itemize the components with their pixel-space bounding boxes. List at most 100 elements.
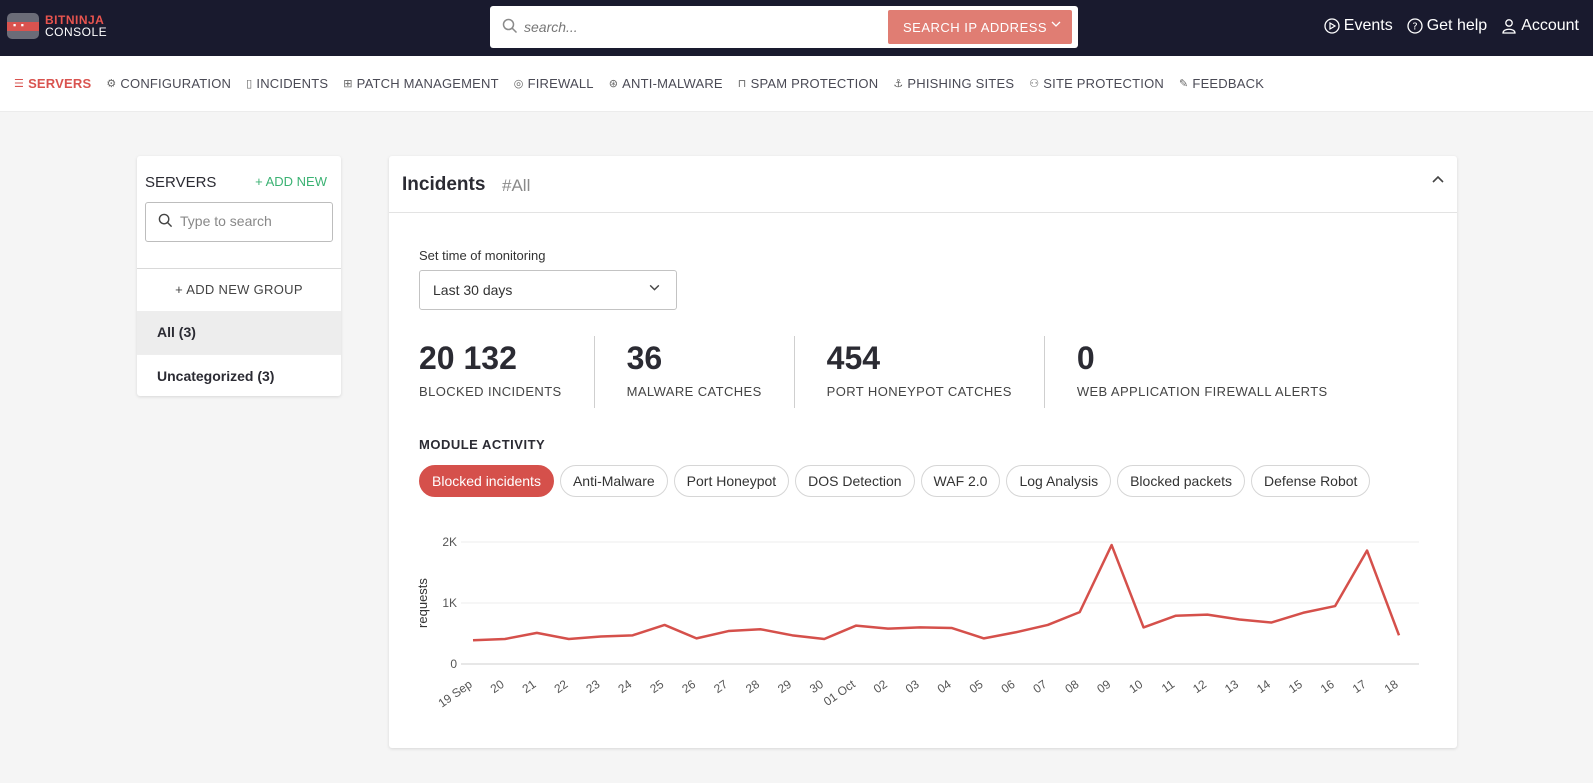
monitoring-label: Set time of monitoring <box>419 248 546 263</box>
x-tick-label: 04 <box>935 677 954 696</box>
svg-text:?: ? <box>1412 22 1417 33</box>
servers-panel: SERVERS + ADD NEW + ADD NEW GROUP All (3… <box>137 156 341 396</box>
x-tick-label: 19 Sep <box>436 677 475 710</box>
account-link[interactable]: Account <box>1501 17 1579 35</box>
chip-dos-detection[interactable]: DOS Detection <box>795 465 915 497</box>
nav-label: FEEDBACK <box>1192 76 1265 91</box>
stat-port-honeypot-catches: 454 PORT HONEYPOT CATCHES <box>793 336 1044 408</box>
x-tick-label: 14 <box>1254 677 1273 696</box>
divider <box>137 268 341 269</box>
stat-waf-alerts: 0 WEB APPLICATION FIREWALL ALERTS <box>1043 336 1360 408</box>
top-bar: BITNINJA CONSOLE SEARCH IP ADDRESS Event… <box>0 0 1593 56</box>
group-item-all[interactable]: All (3) <box>137 311 341 354</box>
incidents-panel: Incidents #All Set time of monitoring La… <box>389 156 1457 748</box>
grid-icon: ⊞ <box>343 78 353 90</box>
chevron-up-icon[interactable] <box>1431 172 1445 189</box>
x-tick-label: 05 <box>967 677 986 696</box>
add-new-label: ADD NEW <box>265 174 327 189</box>
y-tick-label: 1K <box>442 596 457 610</box>
nav-firewall[interactable]: ◎ FIREWALL <box>514 76 594 91</box>
chip-blocked-incidents[interactable]: Blocked incidents <box>419 465 554 497</box>
users-icon: ⚇ <box>1029 78 1040 90</box>
x-tick-label: 18 <box>1382 677 1401 696</box>
header-links: Events ? Get help Account <box>1324 17 1579 35</box>
nav-label: SERVERS <box>28 76 92 91</box>
group-item-uncategorized[interactable]: Uncategorized (3) <box>137 354 341 396</box>
x-tick-label: 06 <box>999 677 1018 696</box>
server-search-input[interactable] <box>180 213 320 229</box>
help-circle-icon: ? <box>1407 18 1423 34</box>
chip-port-honeypot[interactable]: Port Honeypot <box>673 465 790 497</box>
monitoring-value: Last 30 days <box>433 282 513 298</box>
document-icon: ▯ <box>246 78 253 90</box>
nav-label: FIREWALL <box>527 76 594 91</box>
get-help-link[interactable]: ? Get help <box>1407 17 1487 35</box>
lock-icon: ⊓ <box>737 78 747 90</box>
nav-feedback[interactable]: ✎ FEEDBACK <box>1179 76 1264 91</box>
x-tick-label: 29 <box>775 677 794 696</box>
x-tick-label: 20 <box>488 677 507 696</box>
events-label: Events <box>1343 17 1393 34</box>
stat-malware-catches: 36 MALWARE CATCHES <box>593 336 794 408</box>
x-tick-label: 03 <box>903 677 922 696</box>
stats-row: 20 132 BLOCKED INCIDENTS 36 MALWARE CATC… <box>419 336 1360 408</box>
nav-spam-protection[interactable]: ⊓ SPAM PROTECTION <box>738 76 879 91</box>
x-tick-label: 23 <box>583 677 602 696</box>
nav-site-protection[interactable]: ⚇ SITE PROTECTION <box>1029 76 1164 91</box>
chip-waf[interactable]: WAF 2.0 <box>920 465 1001 497</box>
x-tick-label: 28 <box>743 677 762 696</box>
chip-defense-robot[interactable]: Defense Robot <box>1251 465 1371 497</box>
module-chips: Blocked incidents Anti-Malware Port Hone… <box>419 465 1371 497</box>
nav-label: SPAM PROTECTION <box>750 76 879 91</box>
y-tick-label: 2K <box>442 535 457 549</box>
plus-icon: + <box>255 174 266 189</box>
nav-anti-malware[interactable]: ⊛ ANTI-MALWARE <box>609 76 723 91</box>
y-axis-label: requests <box>415 578 430 628</box>
x-tick-label: 25 <box>647 677 666 696</box>
stat-label: MALWARE CATCHES <box>626 384 762 399</box>
monitoring-period-select[interactable]: Last 30 days <box>419 270 677 310</box>
x-tick-label: 09 <box>1094 677 1113 696</box>
x-tick-label: 13 <box>1222 677 1241 696</box>
chip-anti-malware[interactable]: Anti-Malware <box>559 465 668 497</box>
logo[interactable]: BITNINJA CONSOLE <box>7 13 107 39</box>
global-search: SEARCH IP ADDRESS <box>490 6 1078 48</box>
stat-value: 36 <box>626 340 663 376</box>
x-tick-label: 07 <box>1031 677 1050 696</box>
nav-phishing-sites[interactable]: ⚓ PHISHING SITES <box>893 76 1014 91</box>
stat-label: WEB APPLICATION FIREWALL ALERTS <box>1076 384 1328 399</box>
chevron-down-icon <box>648 271 661 309</box>
events-link[interactable]: Events <box>1324 17 1393 35</box>
nav-patch-management[interactable]: ⊞ PATCH MANAGEMENT <box>343 76 499 91</box>
x-tick-label: 17 <box>1350 677 1369 696</box>
global-search-input[interactable] <box>524 16 874 38</box>
bug-icon: ⊛ <box>608 78 619 90</box>
chip-log-analysis[interactable]: Log Analysis <box>1006 465 1112 497</box>
x-tick-label: 01 Oct <box>821 677 859 709</box>
server-search <box>145 202 333 242</box>
get-help-label: Get help <box>1426 17 1488 34</box>
chip-blocked-packets[interactable]: Blocked packets <box>1117 465 1246 497</box>
chevron-down-icon <box>1050 18 1062 33</box>
add-new-server-button[interactable]: + ADD NEW <box>255 174 327 189</box>
module-activity-chart: 0 1K 2K requests 19 Sep 20 21 22 23 24 25 26 27 28 29 3… <box>415 535 1419 710</box>
x-tick-label: 08 <box>1062 677 1081 696</box>
nav-label: INCIDENTS <box>256 76 329 91</box>
x-tick-label: 12 <box>1190 677 1209 696</box>
stat-value: 454 <box>826 340 881 376</box>
incidents-title: Incidents <box>402 174 486 195</box>
search-icon <box>158 213 173 231</box>
add-new-group-button[interactable]: + ADD NEW GROUP <box>137 282 341 297</box>
nav-servers[interactable]: ☰ SERVERS <box>14 76 91 91</box>
nav-configuration[interactable]: ⚙ CONFIGURATION <box>106 76 231 91</box>
stat-label: PORT HONEYPOT CATCHES <box>826 384 1012 399</box>
x-tick-label: 11 <box>1159 677 1178 696</box>
x-tick-label: 02 <box>871 677 890 696</box>
servers-panel-title: SERVERS <box>145 174 217 191</box>
ninja-logo-icon <box>7 13 39 39</box>
x-tick-label: 27 <box>711 677 730 696</box>
logo-line2: CONSOLE <box>45 25 108 39</box>
search-ip-address-button[interactable]: SEARCH IP ADDRESS <box>888 10 1072 44</box>
nav-incidents[interactable]: ▯ INCIDENTS <box>246 76 328 91</box>
main-nav: ☰ SERVERS ⚙ CONFIGURATION ▯ INCIDENTS ⊞ PATC… <box>0 56 1593 112</box>
